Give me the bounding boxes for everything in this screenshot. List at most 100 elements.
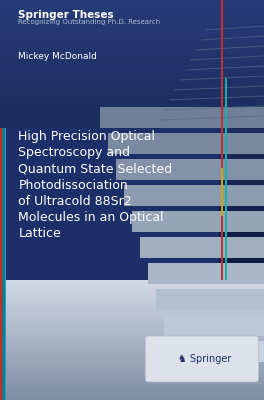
Bar — [0, 154, 264, 159]
Bar — [3, 128, 5, 280]
Text: High Precision Optical
Spectroscopy and
Quantum State Selected
Photodissociation: High Precision Optical Spectroscopy and … — [18, 130, 173, 240]
Bar — [0, 245, 264, 249]
Bar — [0, 365, 264, 368]
Bar — [0, 374, 264, 378]
Bar — [0, 172, 264, 177]
Bar — [0, 268, 264, 272]
Bar — [0, 27, 264, 32]
Bar — [0, 41, 264, 45]
Bar — [0, 95, 264, 100]
Bar — [0, 72, 264, 77]
Bar — [3, 280, 5, 400]
Bar — [0, 330, 264, 333]
Bar — [0, 378, 264, 381]
Bar — [0, 14, 264, 18]
Bar — [0, 104, 264, 109]
Bar — [0, 77, 264, 82]
Text: ♞ Springer: ♞ Springer — [178, 354, 231, 364]
Bar — [0, 314, 264, 317]
Bar — [0, 288, 264, 291]
Bar — [0, 64, 264, 68]
Bar — [140, 237, 264, 258]
Bar — [0, 323, 264, 326]
Bar — [221, 0, 223, 280]
Bar — [0, 326, 264, 330]
Bar — [0, 18, 264, 23]
Text: Mickey McDonald: Mickey McDonald — [18, 52, 97, 61]
Bar — [2, 128, 3, 280]
Bar — [116, 159, 264, 180]
Bar — [0, 384, 264, 387]
Bar — [0, 23, 264, 27]
Bar — [0, 285, 264, 288]
Bar — [0, 336, 264, 339]
Bar — [124, 185, 264, 206]
Bar — [0, 346, 264, 349]
Bar — [0, 32, 264, 36]
FancyBboxPatch shape — [145, 336, 259, 382]
Bar — [0, 9, 264, 14]
Bar — [0, 118, 264, 122]
Bar — [0, 358, 264, 362]
Bar — [0, 195, 264, 200]
Bar — [0, 190, 264, 195]
Bar — [0, 390, 264, 394]
Bar — [0, 227, 264, 231]
Bar — [0, 254, 264, 258]
Bar — [0, 186, 264, 190]
Bar — [0, 387, 264, 390]
Bar — [0, 368, 264, 371]
Bar — [0, 301, 264, 304]
Bar — [0, 59, 264, 64]
Bar — [0, 222, 264, 227]
Bar — [0, 128, 2, 280]
Bar — [0, 208, 264, 213]
Bar — [0, 91, 264, 95]
Text: Recognizing Outstanding Ph.D. Research: Recognizing Outstanding Ph.D. Research — [18, 19, 161, 25]
Bar — [0, 280, 2, 400]
Bar — [0, 127, 264, 132]
Bar — [0, 204, 264, 208]
Bar — [0, 45, 264, 50]
Bar — [0, 258, 264, 263]
Bar — [0, 177, 264, 181]
Bar — [0, 36, 264, 41]
Bar — [0, 113, 264, 118]
Bar — [100, 107, 264, 128]
Text: Springer Theses: Springer Theses — [18, 10, 114, 20]
Bar — [172, 341, 264, 362]
Bar — [108, 133, 264, 154]
Bar — [156, 289, 264, 310]
Bar — [0, 122, 264, 127]
Bar — [0, 397, 264, 400]
Bar — [221, 168, 223, 216]
Bar — [225, 78, 227, 280]
Bar — [0, 128, 219, 280]
Bar — [0, 272, 264, 275]
Bar — [0, 282, 264, 285]
Bar — [0, 362, 264, 365]
Bar — [5, 280, 6, 400]
Bar — [0, 132, 264, 136]
Bar — [0, 140, 264, 145]
Bar — [0, 263, 264, 268]
Bar — [0, 136, 264, 140]
Bar — [0, 275, 264, 278]
Bar — [0, 352, 264, 355]
Bar — [0, 213, 264, 218]
Bar — [0, 200, 264, 204]
Bar — [0, 342, 264, 346]
Bar — [0, 50, 264, 54]
Bar — [0, 163, 264, 168]
Bar — [0, 145, 264, 150]
Bar — [0, 333, 264, 336]
Bar — [0, 218, 264, 222]
Bar — [164, 315, 264, 336]
Bar — [0, 68, 264, 72]
Bar — [0, 109, 264, 113]
Bar — [0, 298, 264, 301]
Bar — [148, 263, 264, 284]
Bar — [5, 128, 6, 280]
Bar — [0, 355, 264, 358]
Bar — [0, 304, 264, 307]
